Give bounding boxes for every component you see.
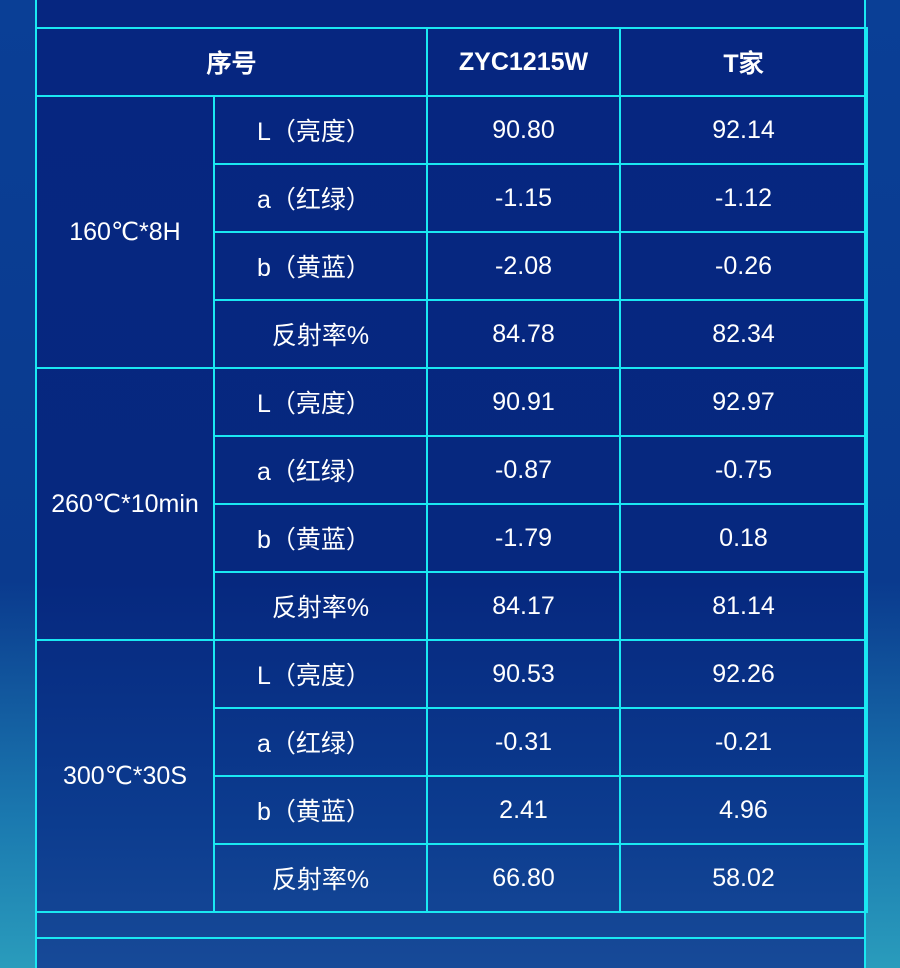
t-value-cell: -0.21 <box>619 707 869 777</box>
table-row: 260℃*10min L（亮度） 90.91 92.97 <box>35 367 869 641</box>
header-t-brand: T家 <box>619 27 869 97</box>
metric-cell: L（亮度） <box>212 95 429 165</box>
zyc-value-cell: 66.80 <box>426 843 622 913</box>
zyc-value-cell: 2.41 <box>426 775 622 845</box>
zyc-value-cell: 84.17 <box>426 571 622 641</box>
zyc-value-cell: -0.31 <box>426 707 622 777</box>
metric-cell: 反射率% <box>212 571 429 641</box>
zyc-value-cell: -2.08 <box>426 231 622 301</box>
table-row: b（黄蓝） 2.41 4.96 <box>36 775 869 845</box>
table-row: 300℃*30S L（亮度） 90.53 92.26 <box>35 639 869 913</box>
metric-cell: L（亮度） <box>212 367 429 437</box>
table-row: 反射率% 84.17 81.14 <box>36 571 869 641</box>
zyc-value-cell: 90.53 <box>426 639 622 709</box>
zyc-value-cell: 84.78 <box>426 299 622 369</box>
t-value-cell: 81.14 <box>619 571 869 641</box>
t-value-cell: -0.26 <box>619 231 869 301</box>
table-row: a（红绿） -0.87 -0.75 <box>36 435 869 505</box>
header-index: 序号 <box>34 27 429 97</box>
bottom-row-border <box>35 937 866 939</box>
table-row: 反射率% 66.80 58.02 <box>36 843 869 913</box>
header-zyc1215w: ZYC1215W <box>426 27 622 97</box>
condition-cell: 300℃*30S <box>35 639 215 913</box>
zyc-value-cell: 90.80 <box>426 95 622 165</box>
zyc-value-cell: -1.79 <box>426 503 622 573</box>
t-value-cell: -0.75 <box>619 435 869 505</box>
metric-cell: b（黄蓝） <box>212 503 429 573</box>
t-value-cell: 92.97 <box>619 367 869 437</box>
metric-cell: a（红绿） <box>212 707 429 777</box>
metric-cell: L（亮度） <box>212 639 429 709</box>
table-row: 反射率% 84.78 82.34 <box>36 299 869 369</box>
condition-cell: 260℃*10min <box>35 367 215 641</box>
comparison-table: 序号 ZYC1215W T家 160℃*8H L（亮度） 90.80 92.14 a（红… <box>34 27 869 913</box>
zyc-value-cell: 90.91 <box>426 367 622 437</box>
table-row: a（红绿） -1.15 -1.12 <box>36 163 869 233</box>
t-value-cell: 82.34 <box>619 299 869 369</box>
t-value-cell: 0.18 <box>619 503 869 573</box>
table-row: b（黄蓝） -1.79 0.18 <box>36 503 869 573</box>
t-value-cell: 92.26 <box>619 639 869 709</box>
metric-cell: a（红绿） <box>212 163 429 233</box>
condition-cell: 160℃*8H <box>35 95 215 369</box>
table-row: a（红绿） -0.31 -0.21 <box>36 707 869 777</box>
t-value-cell: -1.12 <box>619 163 869 233</box>
metric-cell: b（黄蓝） <box>212 775 429 845</box>
metric-cell: b（黄蓝） <box>212 231 429 301</box>
zyc-value-cell: -1.15 <box>426 163 622 233</box>
table-row: b（黄蓝） -2.08 -0.26 <box>36 231 869 301</box>
header-row: 序号 ZYC1215W T家 <box>34 27 869 97</box>
t-value-cell: 4.96 <box>619 775 869 845</box>
metric-cell: a（红绿） <box>212 435 429 505</box>
zyc-value-cell: -0.87 <box>426 435 622 505</box>
metric-cell: 反射率% <box>212 299 429 369</box>
table-row: 160℃*8H L（亮度） 90.80 92.14 <box>35 95 869 369</box>
metric-cell: 反射率% <box>212 843 429 913</box>
t-value-cell: 92.14 <box>619 95 869 165</box>
t-value-cell: 58.02 <box>619 843 869 913</box>
